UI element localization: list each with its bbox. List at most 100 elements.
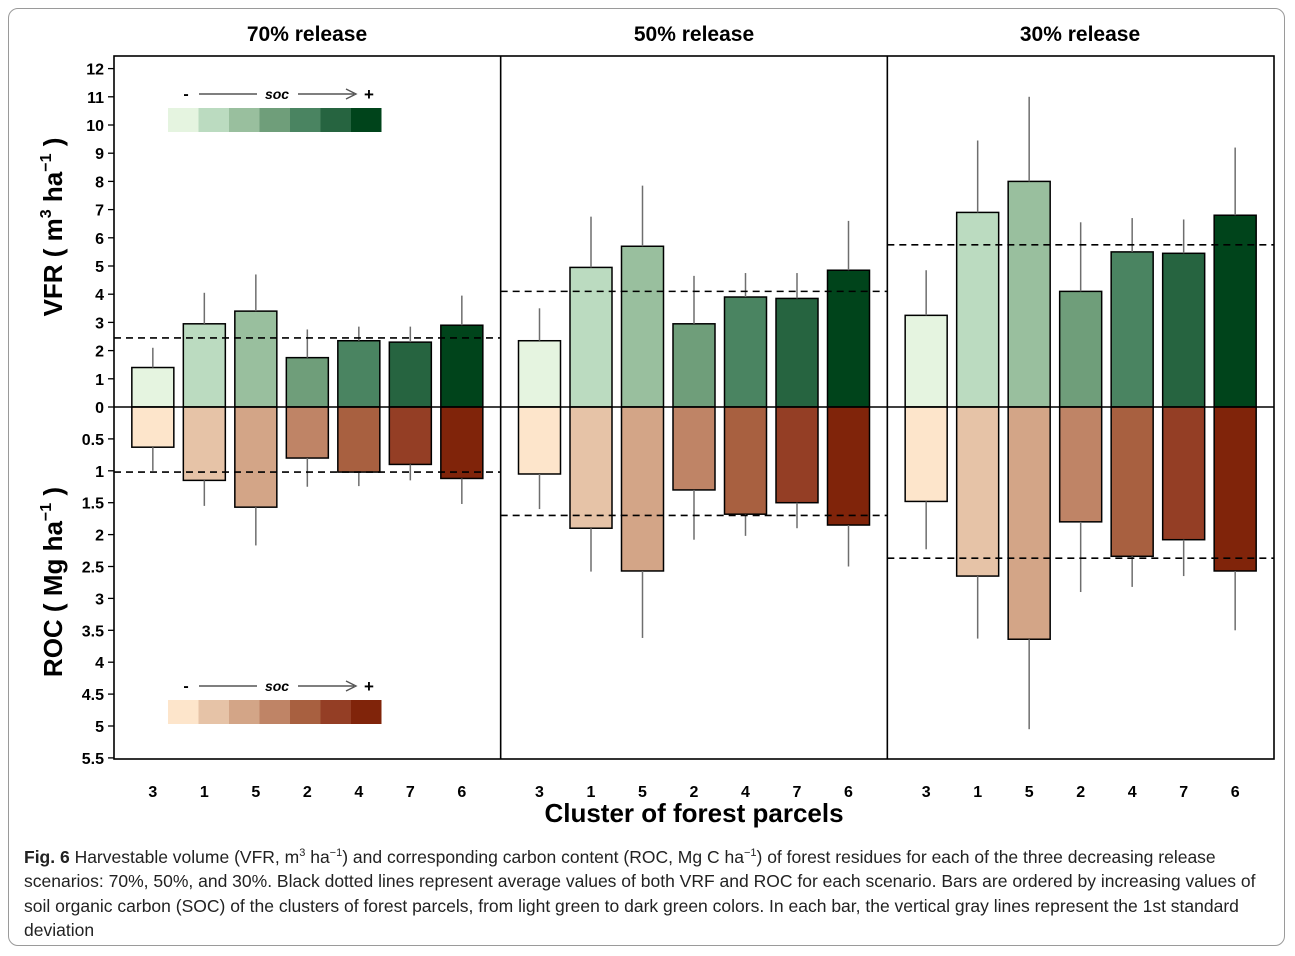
figure-frame [8, 8, 1285, 946]
x-tick-label: 1 [973, 784, 982, 801]
axes-layer [113, 55, 1275, 760]
vfr-tick-label: 8 [95, 174, 104, 191]
roc-bar [723, 406, 768, 515]
vfr-tick-label: 10 [86, 118, 104, 135]
x-tick-label: 2 [690, 784, 699, 801]
roc-tick-label: 5 [95, 719, 104, 736]
roc-tick-label: 3 [95, 591, 104, 608]
roc-tick-label: 1.5 [82, 496, 104, 513]
roc-tick-label: 4 [95, 655, 104, 672]
x-axis-label: Cluster of forest parcels [544, 798, 843, 828]
vfr-bar [337, 339, 381, 408]
roc-bar [285, 406, 330, 459]
panel-title-50: 50% release [634, 23, 754, 46]
vfr-label-sup2: −1 [38, 153, 55, 171]
roc-tick-label: 2 [95, 528, 104, 545]
y-axis-label-roc: ROC ( Mg ha−1 ) [38, 487, 68, 677]
roc-bar [440, 406, 484, 480]
mean-lines-layer [114, 244, 1274, 560]
brown-legend-arrow-head [345, 680, 358, 692]
roc-bar [1007, 406, 1051, 640]
vfr-tick-label: 7 [95, 203, 104, 220]
brown-legend-swatch [320, 700, 351, 724]
vfr-tick-label: 0 [95, 400, 104, 417]
bars-layer [131, 180, 1257, 640]
roc-tick-label: 0.5 [82, 432, 104, 449]
caption-line1-a: Harvestable volume (VFR, m [69, 846, 300, 867]
roc-bar [569, 406, 613, 529]
vfr-bar [826, 269, 871, 408]
caption-line1-b: ha [305, 846, 330, 867]
vfr-bar [955, 211, 1000, 408]
green-legend-swatch [198, 108, 229, 132]
roc-bar [826, 406, 871, 526]
roc-bar [620, 406, 665, 572]
x-tick-label: 6 [844, 784, 853, 801]
ticks-layer: 3 1 5 2 4 7 6 3 1 5 2 4 7 6 3 1 5 2 4 7 601234567891011120.5… [82, 62, 1240, 801]
vfr-bar [569, 266, 613, 408]
roc-bar [955, 406, 1000, 577]
panel-title-70: 70% release [247, 23, 367, 46]
roc-bar [1161, 406, 1206, 541]
vfr-bar [1058, 290, 1103, 408]
brown-legend-swatch [168, 700, 199, 724]
caption-sup2: −1 [329, 847, 343, 859]
brown-legend-swatch [351, 700, 382, 724]
vfr-bar [517, 339, 562, 408]
x-tick-label: 2 [303, 784, 312, 801]
x-tick-label: 1 [200, 784, 209, 801]
vfr-tick-label: 3 [95, 315, 104, 332]
brown-legend-swatch [290, 700, 321, 724]
caption-rest: release scenarios: 70%, 50%, and 30%. Bl… [24, 846, 1256, 941]
caption-sup1: 3 [299, 847, 306, 859]
roc-bar [182, 406, 227, 482]
green-legend-swatch [320, 108, 351, 132]
vfr-tick-label: 12 [86, 62, 104, 79]
error-bars-layer [152, 96, 1236, 730]
roc-bar [904, 406, 948, 503]
vfr-label-a: VFR ( m [38, 218, 68, 316]
panel-title-30: 30% release [1020, 23, 1140, 46]
figure-caption: Fig. 6 Harvestable volume (VFR, m3 ha−1)… [24, 841, 1274, 943]
green-legend-arrow-head [345, 88, 358, 100]
green-legend-swatch [259, 108, 290, 132]
vfr-bar [620, 245, 665, 408]
green-legend-swatch [290, 108, 321, 132]
vfr-bar [904, 314, 948, 408]
x-tick-label: 1 [587, 784, 596, 801]
caption-line1-c: ) and corresponding carbon content (ROC,… [342, 846, 744, 867]
roc-tick-label: 4.5 [82, 687, 104, 704]
vfr-bar [131, 366, 175, 408]
brown-legend-swatch [198, 700, 229, 724]
vfr-label-sup1: 3 [38, 209, 55, 218]
x-tick-label: 6 [1231, 784, 1240, 801]
vfr-bar [1161, 252, 1206, 408]
vfr-tick-label: 6 [95, 231, 104, 248]
roc-bar [131, 406, 175, 448]
vfr-bar [182, 323, 227, 408]
vfr-bar [672, 323, 716, 408]
caption-line1-d: ) of forest residues for each of the thr… [756, 846, 1154, 867]
x-tick-label: 5 [638, 784, 647, 801]
roc-bar [1110, 406, 1154, 558]
x-tick-label: 2 [1076, 784, 1085, 801]
vfr-tick-label: 5 [95, 259, 104, 276]
caption-fig-label: Fig. 6 [24, 846, 70, 867]
vfr-bar [1110, 251, 1154, 408]
green-legend-swatch [229, 108, 260, 132]
green-legend-swatch [168, 108, 199, 132]
roc-bar [775, 406, 819, 504]
brown-legend-swatch [229, 700, 260, 724]
vfr-bar [234, 310, 278, 408]
vfr-label-mid: ha [38, 171, 68, 209]
caption-sup3: −1 [743, 847, 757, 859]
roc-bar [517, 406, 562, 475]
legend-layer: - soc + - soc + [168, 85, 382, 724]
x-tick-label: 5 [251, 784, 260, 801]
roc-bar [672, 406, 716, 491]
roc-tick-label: 3.5 [82, 623, 104, 640]
green-legend-label: soc [265, 86, 289, 102]
x-tick-label: 6 [457, 784, 466, 801]
green-legend-minus: - [183, 86, 188, 103]
vfr-tick-label: 11 [87, 90, 104, 107]
